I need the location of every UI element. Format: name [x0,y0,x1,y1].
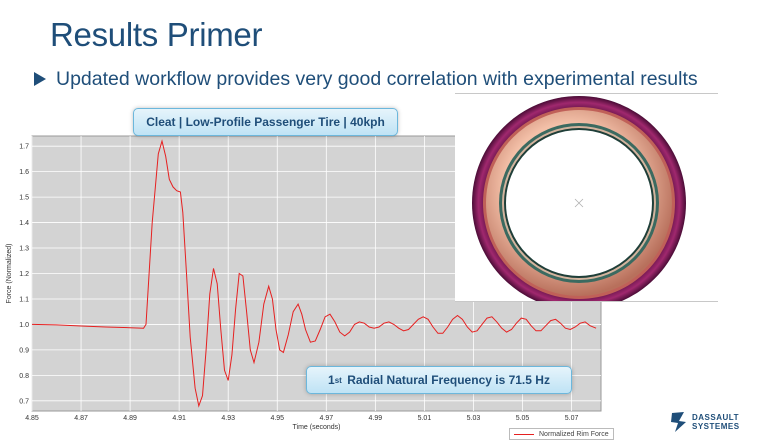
y-tick-label: 0.8 [19,373,29,380]
dassault-logo: DASSAULT SYSTEMES [669,407,755,437]
x-axis-label: Time (seconds) [293,424,341,431]
x-tick-label: 5.05 [516,415,530,422]
series-line [31,139,597,408]
y-tick-label: 1.4 [19,220,29,227]
x-tick-labels: 4.85 4.87 4.89 4.91 4.93 4.95 4.97 4.99 5.01 5.03… [25,415,578,422]
center-mark-icon [574,198,584,208]
y-tick-label: 1.7 [19,144,29,151]
y-tick-label: 1.2 [19,271,29,278]
y-tick-label: 0.7 [19,398,29,405]
x-tick-label: 4.93 [221,415,235,422]
frequency-ordinal: 1 [328,373,335,387]
y-tick-label: 1.5 [19,195,29,202]
x-tick-label: 5.03 [467,415,481,422]
x-tick-label: 5.01 [418,415,432,422]
x-tick-label: 4.89 [123,415,137,422]
y-tick-label: 0.9 [19,347,29,354]
tire-render-panel [455,93,718,310]
x-tick-label: 4.95 [270,415,284,422]
scenario-callout: Cleat | Low-Profile Passenger Tire | 40k… [133,108,398,136]
y-tick-label: 1.0 [19,322,29,329]
x-tick-label: 4.87 [74,415,88,422]
x-tick-label: 5.07 [565,415,579,422]
x-tick-label: 4.91 [172,415,186,422]
y-tick-label: 1.6 [19,169,29,176]
chart-legend: Normalized Rim Force [509,428,614,440]
frequency-text: Radial Natural Frequency is 71.5 Hz [347,373,550,387]
page-title: Results Primer [50,16,263,53]
y-tick-label: 1.1 [19,296,29,303]
tire-cross-section-image [472,96,686,310]
logo-line-1: DASSAULT [692,413,739,422]
bullet-text: Updated workflow provides very good corr… [56,67,698,90]
x-tick-label: 4.97 [319,415,333,422]
frequency-ordinal-suffix: st [334,375,342,385]
y-tick-labels: 0.7 0.8 0.9 1.0 1.1 1.2 1.3 1.4 1.5 1.6 1.7 [19,144,29,406]
logo-line-2: SYSTEMES [692,422,740,431]
3ds-logo-icon [671,412,686,432]
legend-label: Normalized Rim Force [539,430,609,438]
x-tick-label: 4.99 [369,415,383,422]
y-tick-label: 1.3 [19,246,29,253]
triangle-bullet-icon [34,72,46,86]
x-tick-label: 4.85 [25,415,39,422]
legend-line-swatch [514,433,534,435]
bullet-point: Updated workflow provides very good corr… [34,66,698,92]
y-axis-label: Force (Normalized) [6,244,13,304]
logo-text: DASSAULT SYSTEMES [692,413,740,431]
